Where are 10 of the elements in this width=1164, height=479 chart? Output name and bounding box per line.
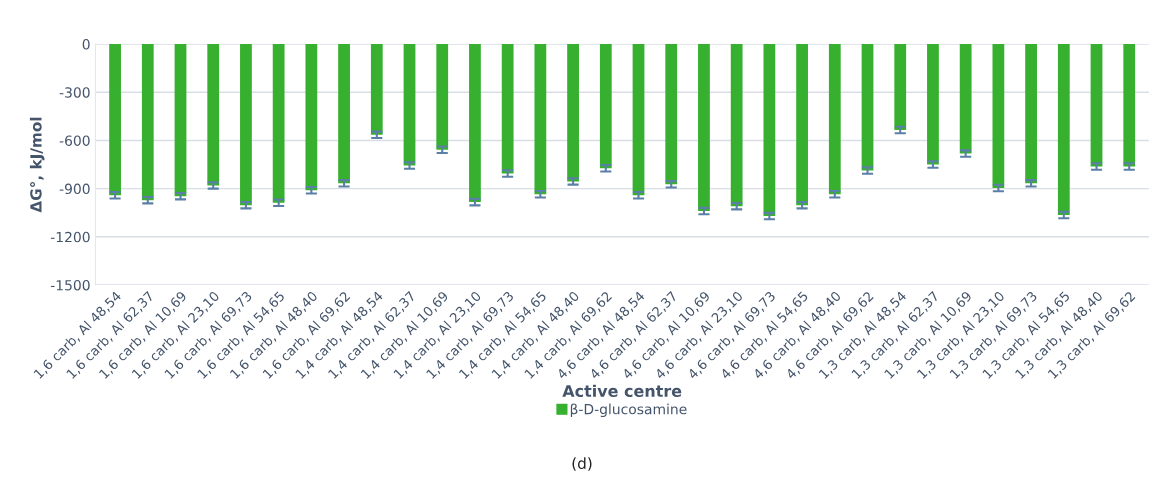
text: (d) — [572, 457, 592, 471]
x-axis-title: Active centre — [562, 384, 682, 398]
y-tick-label: -900 — [59, 183, 90, 195]
y-tick-label: -300 — [59, 87, 90, 98]
y-axis-title: ΔG°, kJ/mol — [29, 117, 45, 213]
y-tick-label: -1500 — [50, 279, 90, 291]
legend-label: β-D-glucosamine — [570, 403, 687, 418]
y-tick-label: 0 — [82, 39, 90, 50]
y-tick-label: -600 — [59, 135, 90, 146]
y-tick-label: -1200 — [50, 231, 90, 243]
